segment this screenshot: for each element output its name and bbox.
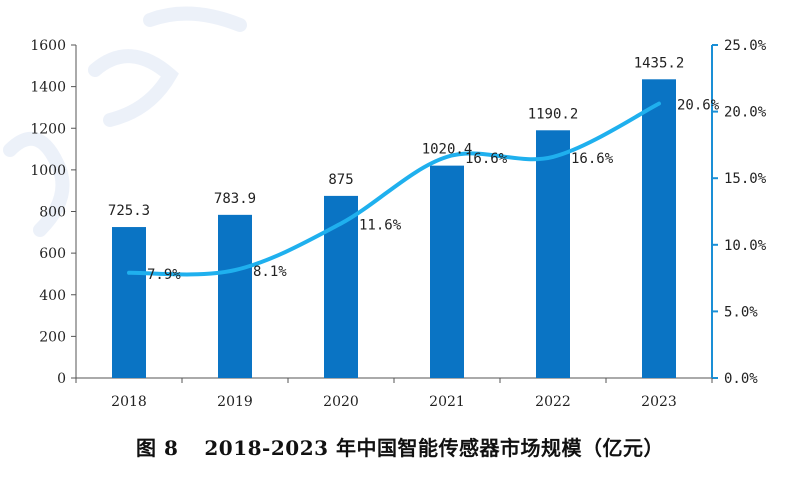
figure-label: 图 8 xyxy=(136,436,179,460)
bar-value-label: 1435.2 xyxy=(634,55,685,71)
y2-tick-label: 15.0% xyxy=(724,171,767,187)
bar-value-label: 875 xyxy=(328,172,353,188)
bar xyxy=(218,214,252,378)
y-tick-label: 1600 xyxy=(30,38,66,54)
y-tick-label: 1000 xyxy=(30,163,66,179)
growth-line-layer xyxy=(127,101,661,277)
bar xyxy=(324,195,358,378)
growth-rate-label: 8.1% xyxy=(253,264,287,280)
bars xyxy=(112,79,676,378)
y2-tick-label: 0.0% xyxy=(724,371,758,387)
bar xyxy=(536,130,570,378)
y2-tick-label: 5.0% xyxy=(724,304,758,320)
x-tick-label: 2019 xyxy=(217,394,253,410)
bar-value-label: 725.3 xyxy=(108,203,150,219)
y-tick-label: 800 xyxy=(39,205,66,221)
figure-title: 2018-2023 年中国智能传感器市场规模（亿元） xyxy=(204,436,664,460)
y2-tick-label: 10.0% xyxy=(724,238,767,254)
data-labels: 725.3 783.9 875 1020.4 1190.2 1435.2 7.9% 8.1% 1… xyxy=(108,55,720,282)
bar xyxy=(430,165,464,378)
y-tick-label: 0 xyxy=(57,371,66,387)
y-tick-label: 200 xyxy=(39,329,66,345)
figure-caption: 图 8 2018-2023 年中国智能传感器市场规模（亿元） xyxy=(0,432,800,461)
watermark xyxy=(3,6,247,237)
bar-value-label: 1190.2 xyxy=(528,106,579,122)
y-tick-label: 1200 xyxy=(30,121,66,137)
market-size-chart: 0 200 400 600 800 1000 1200 1400 1600 0.0% 5.0% 10.… xyxy=(3,6,767,410)
growth-rate-label: 16.6% xyxy=(571,151,614,167)
axes: 0 200 400 600 800 1000 1200 1400 1600 0.0% 5.0% 10.… xyxy=(30,38,766,410)
x-tick-label: 2022 xyxy=(535,394,571,410)
growth-rate-label: 7.9% xyxy=(147,267,181,283)
x-tick-label: 2018 xyxy=(111,394,147,410)
y-tick-label: 600 xyxy=(39,246,66,262)
y2-tick-label: 25.0% xyxy=(724,38,767,54)
x-tick-label: 2021 xyxy=(429,394,465,410)
growth-rate-label: 20.6% xyxy=(677,98,720,114)
x-tick-label: 2023 xyxy=(641,394,677,410)
y-tick-label: 1400 xyxy=(30,80,66,96)
bar xyxy=(112,227,146,378)
bar-value-label: 1020.4 xyxy=(422,142,473,158)
growth-rate-label: 11.6% xyxy=(359,217,402,233)
y2-tick-label: 20.0% xyxy=(724,105,767,121)
bar xyxy=(642,79,676,378)
growth-rate-label: 16.6% xyxy=(465,151,508,167)
bar-value-label: 783.9 xyxy=(214,191,256,207)
x-tick-label: 2020 xyxy=(323,394,359,410)
growth-rate-line xyxy=(127,101,661,277)
y-tick-label: 400 xyxy=(39,288,66,304)
